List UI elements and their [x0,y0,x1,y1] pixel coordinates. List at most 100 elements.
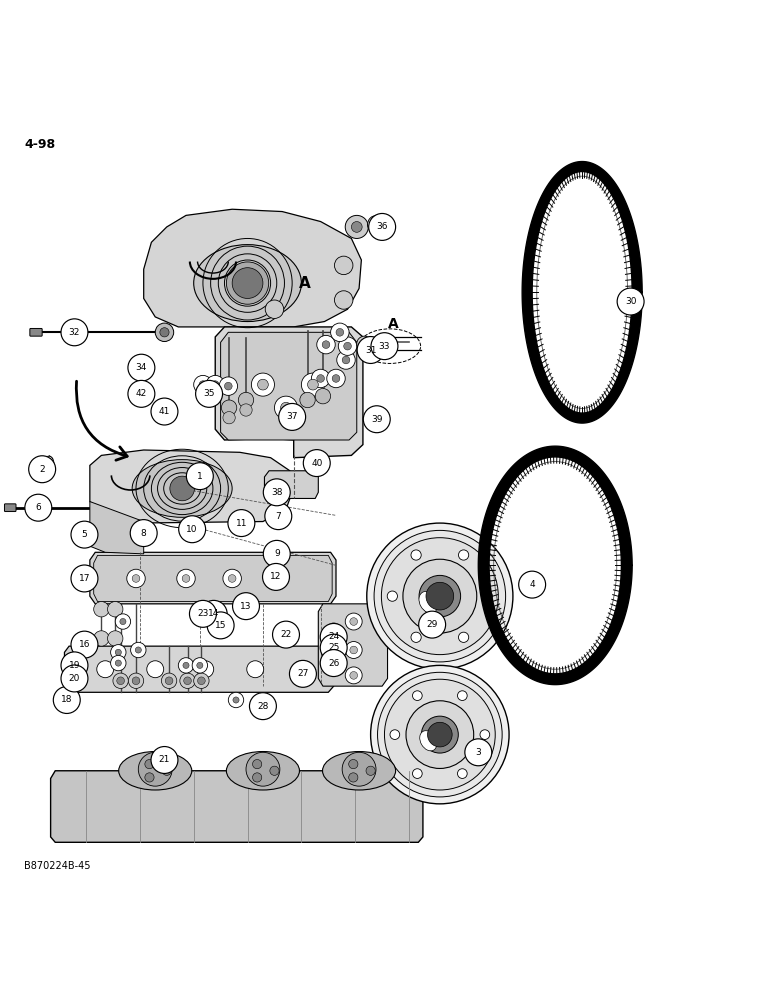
Circle shape [29,456,56,483]
Polygon shape [51,771,423,842]
Ellipse shape [132,460,232,517]
Circle shape [151,747,178,773]
Circle shape [132,575,140,582]
Circle shape [229,575,236,582]
Circle shape [334,291,353,309]
Circle shape [263,479,290,506]
Circle shape [240,404,252,416]
Text: 15: 15 [215,621,226,630]
Circle shape [330,628,337,634]
Circle shape [222,400,237,415]
Ellipse shape [226,262,269,304]
Text: B870224B-45: B870224B-45 [25,861,91,871]
Circle shape [388,591,398,601]
Text: 13: 13 [240,602,252,611]
Text: 23: 23 [197,609,208,618]
Text: 14: 14 [208,609,219,618]
Circle shape [180,673,195,688]
Circle shape [228,510,255,537]
Circle shape [127,569,145,588]
Circle shape [177,569,195,588]
Text: 31: 31 [365,346,377,355]
Text: 28: 28 [257,702,269,711]
Circle shape [373,221,381,228]
Circle shape [96,661,113,678]
Circle shape [320,623,347,650]
Circle shape [198,677,205,685]
Circle shape [345,642,362,658]
Circle shape [170,476,195,501]
Text: A: A [300,276,311,291]
Text: 10: 10 [186,525,198,534]
Circle shape [117,677,124,685]
Circle shape [270,766,279,775]
Circle shape [350,646,357,654]
Circle shape [223,569,242,588]
Ellipse shape [420,731,437,751]
Text: 16: 16 [79,640,90,649]
Polygon shape [144,209,361,327]
Ellipse shape [45,456,54,470]
Text: 17: 17 [79,574,90,583]
Circle shape [178,658,194,673]
Text: 37: 37 [286,412,298,421]
Circle shape [351,222,362,232]
Circle shape [183,662,189,668]
Circle shape [349,759,358,769]
Text: 9: 9 [274,549,279,558]
Text: A: A [388,317,399,331]
Polygon shape [65,646,334,692]
Circle shape [71,565,98,592]
Circle shape [275,396,297,419]
Circle shape [229,692,244,708]
Text: 8: 8 [141,529,147,538]
Circle shape [138,752,172,786]
Text: 7: 7 [276,512,281,521]
Circle shape [300,392,315,408]
Text: 42: 42 [136,389,147,398]
Circle shape [186,463,213,490]
Circle shape [307,379,318,390]
Circle shape [364,406,390,433]
FancyBboxPatch shape [30,328,42,336]
Circle shape [374,530,506,662]
Circle shape [61,652,88,679]
Text: 29: 29 [426,620,438,629]
Circle shape [280,402,291,413]
Circle shape [178,516,205,543]
Circle shape [330,652,337,658]
Circle shape [232,593,259,620]
Circle shape [422,716,459,753]
Text: 18: 18 [61,695,73,704]
Circle shape [252,373,275,396]
Polygon shape [522,162,642,423]
Ellipse shape [226,752,300,790]
Circle shape [357,337,384,363]
Circle shape [459,550,469,560]
Circle shape [194,375,212,394]
Text: 34: 34 [136,363,147,372]
Circle shape [53,687,80,713]
Circle shape [326,648,341,663]
Circle shape [184,677,191,685]
Circle shape [480,730,489,739]
Circle shape [378,672,502,797]
Circle shape [458,691,467,700]
Circle shape [223,412,235,424]
Circle shape [337,351,355,369]
Circle shape [219,377,238,395]
Circle shape [326,632,341,648]
Text: 12: 12 [270,572,282,581]
Circle shape [357,336,372,352]
Polygon shape [215,327,363,458]
Circle shape [25,494,52,521]
Circle shape [273,621,300,648]
Circle shape [322,341,330,348]
Circle shape [71,521,98,548]
Circle shape [412,769,422,778]
Text: 36: 36 [377,222,388,231]
Circle shape [403,559,477,633]
Circle shape [206,375,225,394]
Circle shape [293,661,310,678]
Text: 26: 26 [328,659,340,668]
